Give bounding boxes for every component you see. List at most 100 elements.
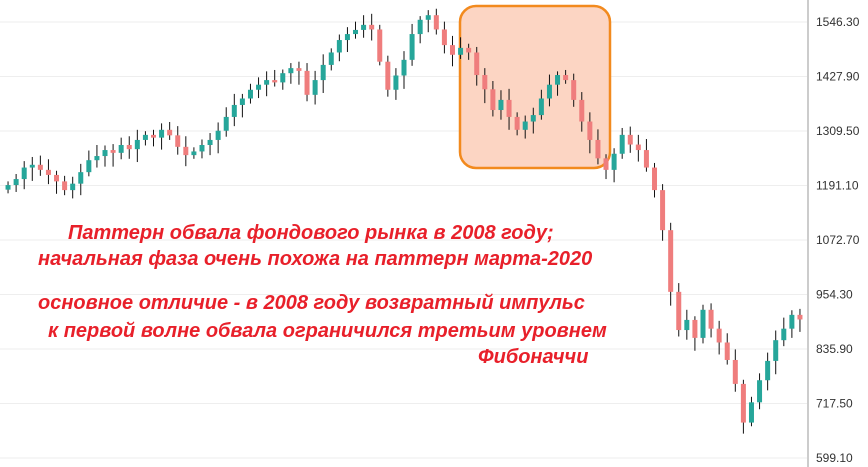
candle-body	[458, 47, 464, 55]
candle-body	[441, 29, 447, 46]
candle-body	[29, 164, 35, 168]
candle-body	[102, 150, 108, 157]
candle-body	[603, 158, 609, 170]
candle-body	[708, 309, 714, 329]
candle-body	[13, 179, 19, 186]
candle-body	[328, 52, 334, 65]
candle-body	[401, 59, 407, 76]
candle-body	[191, 151, 197, 156]
candle-body	[652, 167, 658, 191]
candle-body	[353, 29, 359, 35]
candle-body	[676, 291, 682, 331]
candle-body	[312, 80, 318, 95]
candle-body	[361, 24, 367, 30]
candle-body	[619, 134, 625, 154]
y-tick-label: 1546.30	[816, 15, 860, 29]
candle-body	[280, 73, 286, 83]
candle-body	[304, 70, 310, 95]
y-tick-label: 954.30	[816, 287, 853, 301]
candle-body	[272, 80, 278, 83]
candle-body	[264, 80, 270, 85]
candle-body	[563, 75, 569, 81]
candle-body	[45, 169, 51, 175]
candle-body	[21, 167, 27, 180]
candle-body	[134, 139, 140, 150]
candle-body	[449, 45, 455, 55]
candle-body	[765, 360, 771, 381]
candle-body	[684, 319, 690, 331]
candle-body	[425, 15, 431, 20]
candle-body	[724, 342, 730, 360]
candle-body	[635, 144, 641, 151]
candle-body	[587, 121, 593, 140]
candle-body	[781, 328, 787, 341]
candle-body	[94, 156, 100, 161]
candle-body	[167, 129, 173, 136]
candle-body	[78, 172, 84, 184]
candle-body	[474, 52, 480, 76]
y-tick-label: 835.90	[816, 342, 853, 356]
candle-body	[660, 190, 666, 231]
annotation-line-2: начальная фаза очень похожа на паттерн м…	[38, 248, 593, 270]
candle-body	[506, 99, 512, 117]
highlight-box	[458, 4, 612, 170]
candle-body	[498, 99, 504, 111]
candle-body	[571, 80, 577, 100]
candle-body	[466, 47, 472, 53]
candle-body	[409, 34, 415, 60]
candle-body	[118, 145, 124, 153]
candle-body	[239, 98, 245, 105]
candle-body	[150, 134, 156, 138]
candle-body	[490, 89, 496, 111]
candle-body	[5, 185, 11, 190]
candle-body	[223, 116, 229, 131]
candle-body	[546, 84, 552, 99]
candle-body	[70, 183, 76, 191]
candle-body	[773, 340, 779, 361]
candle-body	[385, 61, 391, 90]
candle-body	[256, 84, 262, 90]
candle-body	[700, 309, 706, 338]
candle-body	[393, 75, 399, 90]
candle-body	[692, 319, 698, 338]
candle-body	[797, 314, 803, 320]
annotation-line-1: Паттерн обвала фондового рынка в 2008 го…	[68, 222, 554, 244]
candle-body	[595, 139, 601, 159]
y-tick-label: 1309.50	[816, 124, 860, 138]
candle-body	[336, 40, 342, 53]
candle-body	[110, 150, 116, 153]
candle-body	[199, 145, 205, 152]
candle-body	[433, 15, 439, 30]
candle-body	[369, 24, 375, 30]
candle-body	[288, 68, 294, 74]
candle-body	[183, 146, 189, 156]
candle-body	[37, 164, 43, 170]
candle-body	[142, 134, 148, 140]
candle-body	[247, 89, 253, 99]
candle-body	[789, 314, 795, 329]
candle-body	[344, 34, 350, 41]
annotation-line-3: основное отличие - в 2008 году возвратны…	[38, 292, 585, 314]
candle-body	[514, 116, 520, 130]
candle-body	[555, 75, 561, 85]
candle-body	[54, 174, 60, 182]
candle-body	[159, 129, 165, 138]
candle-body	[296, 68, 302, 71]
candle-body	[62, 181, 68, 191]
candle-body	[377, 29, 383, 62]
annotation-line-5: Фибоначчи	[478, 346, 589, 368]
candle-body	[215, 130, 221, 140]
candle-body	[320, 64, 326, 81]
candle-body	[175, 135, 181, 147]
candle-body	[231, 104, 237, 117]
candle-body	[207, 139, 213, 146]
candle-body	[757, 380, 763, 403]
y-tick-label: 717.50	[816, 396, 853, 410]
candle-body	[668, 230, 674, 292]
candle-body	[482, 75, 488, 90]
y-tick-label: 1191.10	[816, 178, 859, 192]
candle-body	[126, 145, 132, 150]
candle-body	[748, 402, 754, 423]
candle-body	[627, 134, 633, 145]
candle-body	[86, 160, 92, 173]
